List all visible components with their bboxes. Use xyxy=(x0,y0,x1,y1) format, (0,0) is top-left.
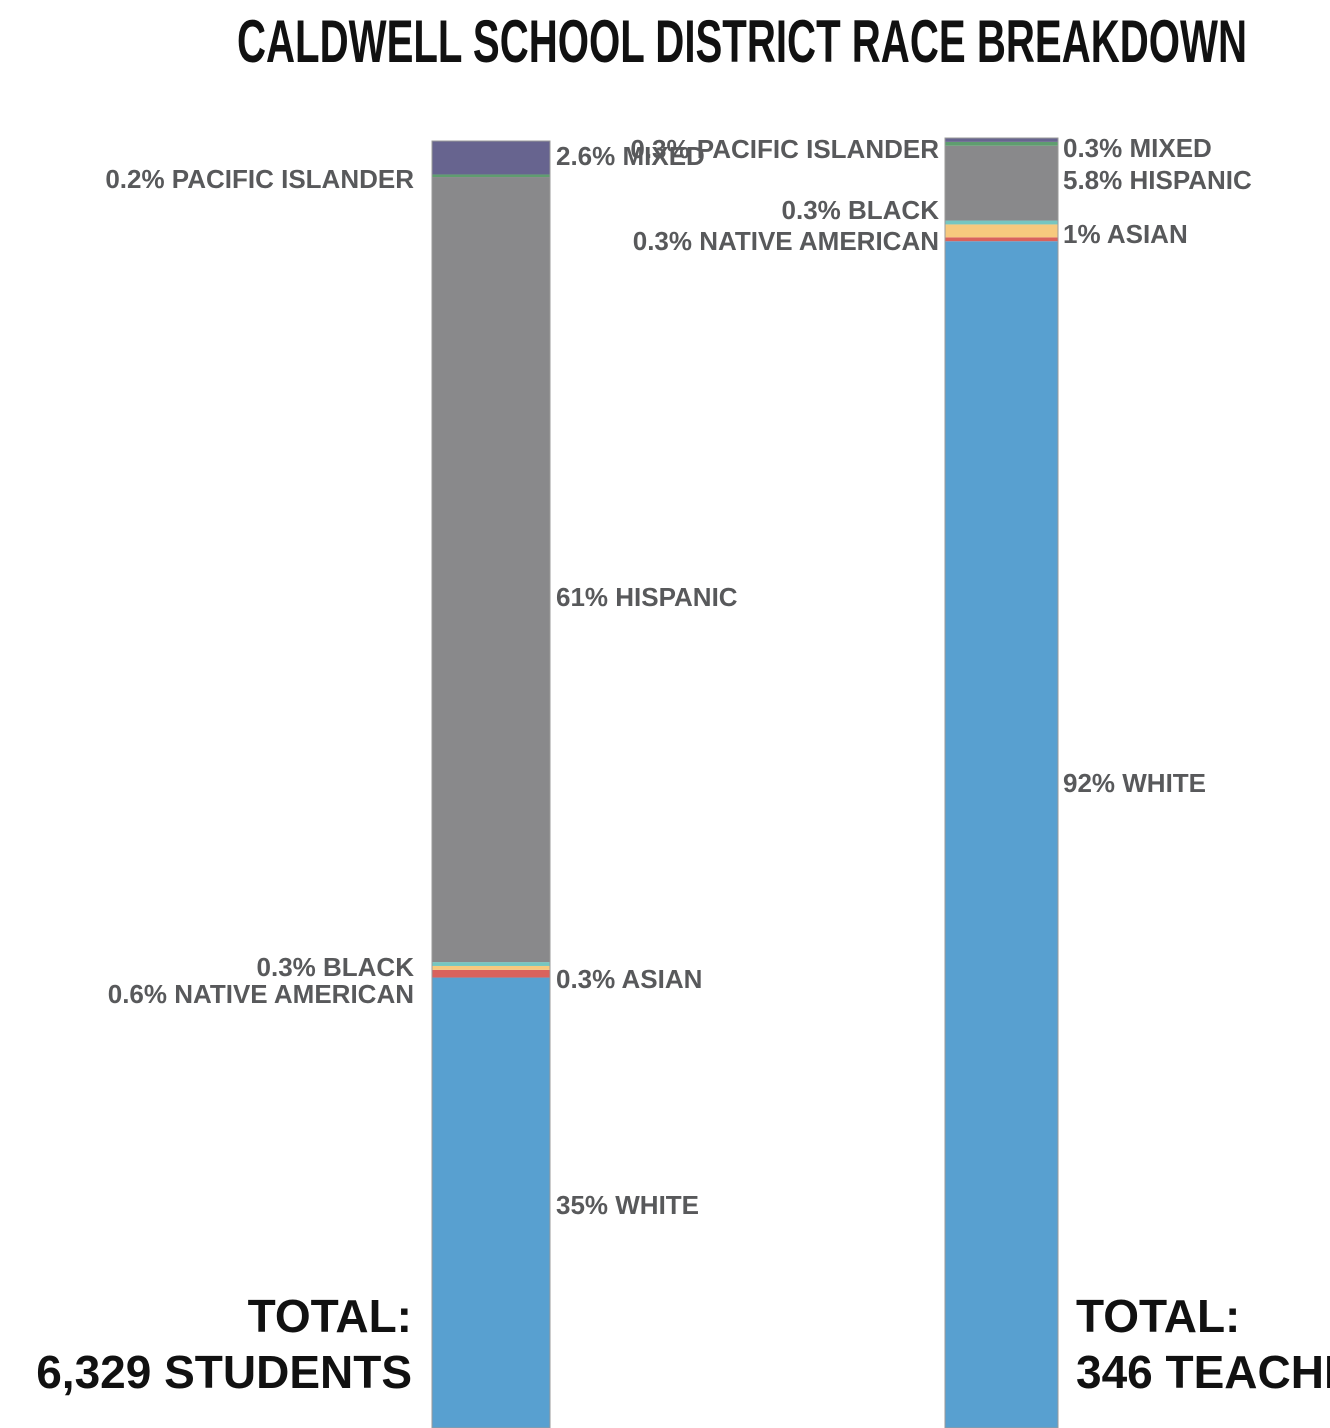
segment-data-label: 2.6% MIXED xyxy=(556,141,705,171)
total-count: 346 TEACHERS xyxy=(1076,1346,1330,1398)
bar-segment xyxy=(945,138,1058,142)
segment-data-label: 5.8% HISPANIC xyxy=(1063,165,1252,195)
segment-data-label: 0.3% NATIVE AMERICAN xyxy=(633,226,939,256)
total-count: 6,329 STUDENTS xyxy=(36,1346,412,1398)
labels-layer: 35% WHITE 0.6% NATIVE AMERICAN 0.3% ASIAN 0… xyxy=(36,133,1330,1398)
total-heading: TOTAL: xyxy=(1076,1290,1240,1342)
segment-data-label: 0.3% BLACK xyxy=(257,952,415,982)
segment-data-label: 92% WHITE xyxy=(1063,768,1206,798)
bar-outline xyxy=(431,140,551,1428)
segment-data-label: 35% WHITE xyxy=(556,1190,699,1220)
bar-segment xyxy=(432,141,550,175)
bars-layer xyxy=(431,137,1059,1428)
bar-segment xyxy=(432,969,550,978)
total-heading: TOTAL: xyxy=(248,1290,412,1342)
bar-segment xyxy=(432,174,550,178)
bar-segment xyxy=(945,237,1058,242)
bar-segment xyxy=(432,965,550,970)
segment-data-label: 0.3% PACIFIC ISLANDER xyxy=(630,134,939,164)
segment-data-label: 0.3% MIXED xyxy=(1063,133,1212,163)
bar-segment xyxy=(432,962,550,966)
segment-data-label: 1% ASIAN xyxy=(1063,219,1188,249)
segment-data-label: 61% HISPANIC xyxy=(556,582,738,612)
chart-title: CALDWELL SCHOOL DISTRICT RACE BREAKDOWN xyxy=(237,8,1247,75)
bar-segment xyxy=(945,224,1058,238)
bar-segment xyxy=(945,141,1058,146)
segment-data-label: 0.3% BLACK xyxy=(782,195,940,225)
bar-segment xyxy=(945,220,1058,225)
segment-data-label: 0.6% NATIVE AMERICAN xyxy=(108,979,414,1009)
segment-data-label: 0.2% PACIFIC ISLANDER xyxy=(105,164,414,194)
bar-segment xyxy=(432,177,550,963)
bar-segment xyxy=(945,145,1058,221)
bar-segment xyxy=(432,977,550,1428)
bar-segment xyxy=(945,241,1058,1428)
segment-data-label: 0.3% ASIAN xyxy=(556,964,702,994)
bar-outline xyxy=(944,137,1059,1428)
